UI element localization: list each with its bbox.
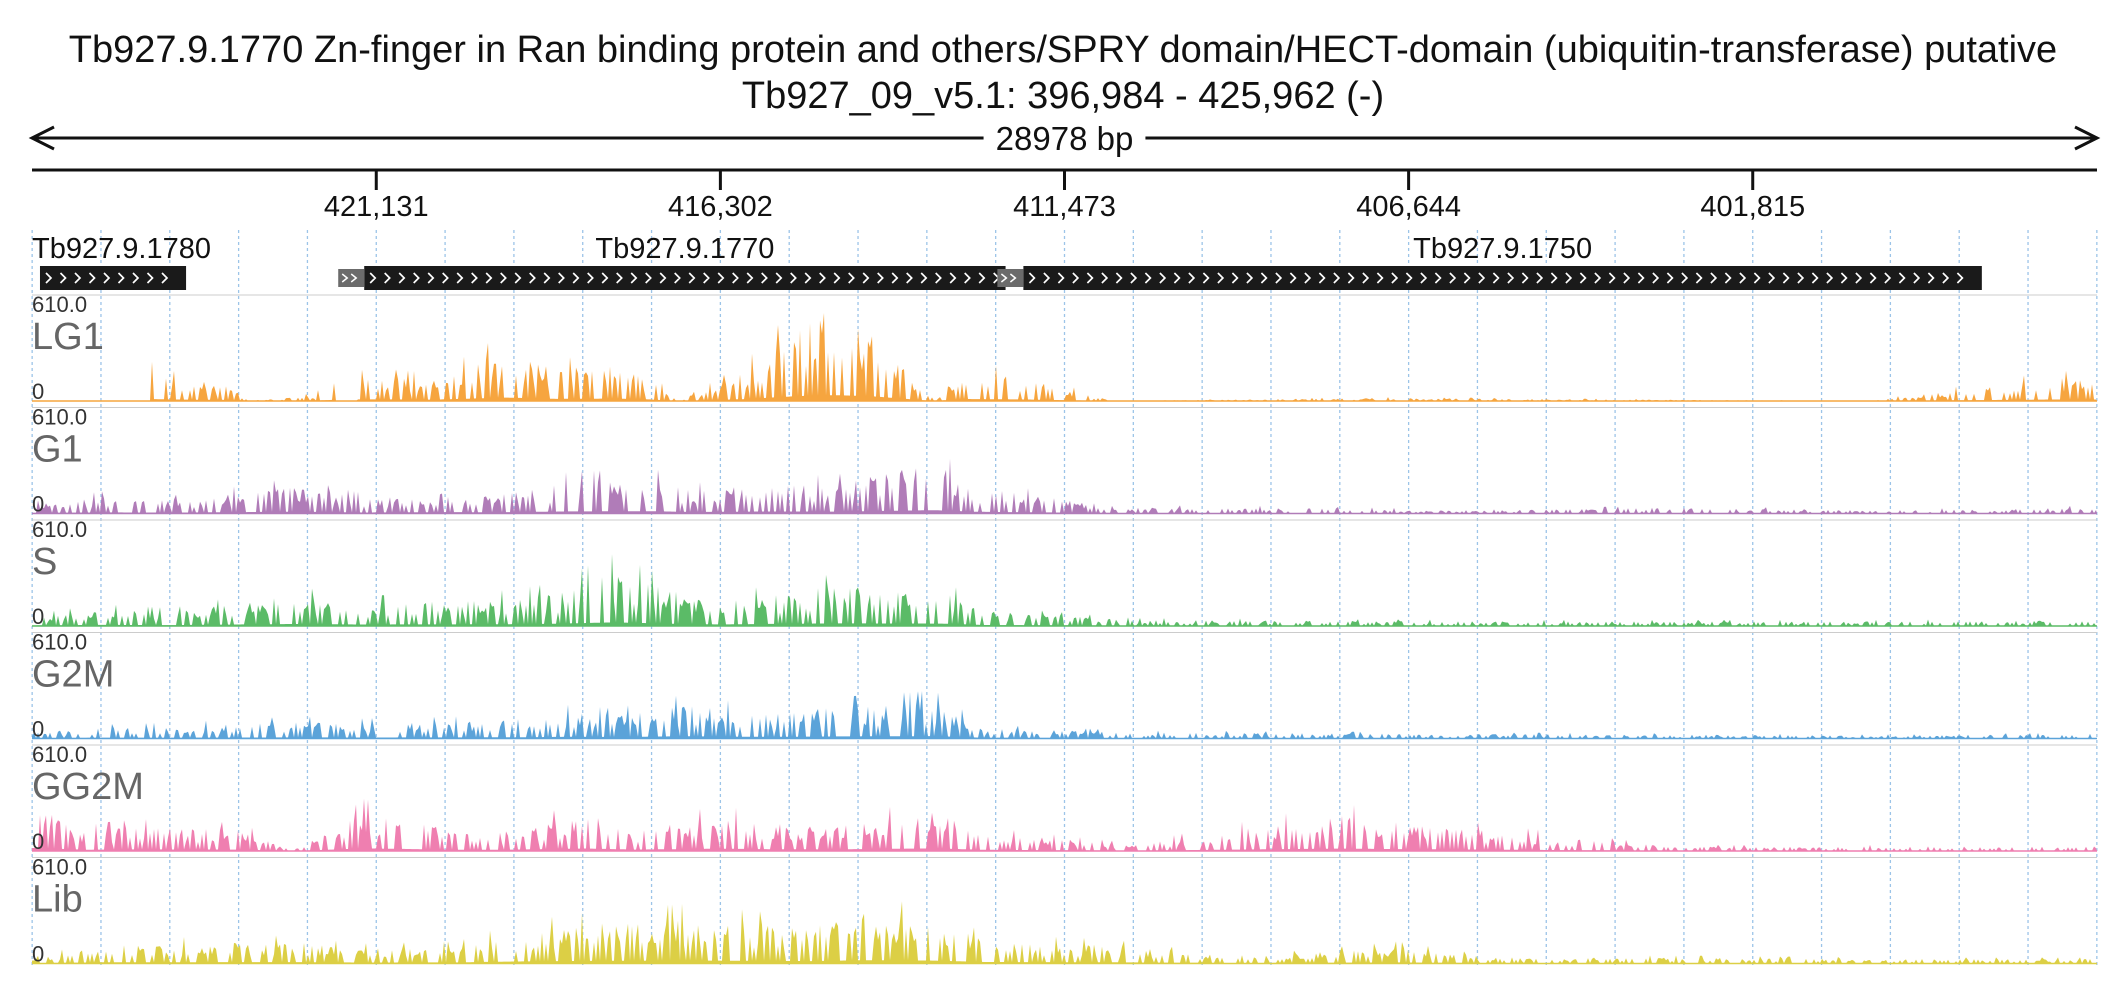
track-name: GG2M xyxy=(32,766,144,808)
track-max-label: 610.0 xyxy=(32,630,87,655)
axis-tick-label: 406,644 xyxy=(1356,191,1461,223)
span-arrowhead-left xyxy=(28,125,55,151)
span-indicator: 28978 bp xyxy=(28,118,2101,157)
strand-arrows xyxy=(45,272,169,284)
track-name: G1 xyxy=(32,429,83,471)
gene-label: Tb927.9.1750 xyxy=(1413,233,1592,265)
gene-label: Tb927.9.1770 xyxy=(595,233,774,265)
axis-tick-label: 421,131 xyxy=(324,191,429,223)
track-name: Lib xyxy=(32,879,83,921)
utr-feature xyxy=(997,269,1024,287)
gene-model[interactable] xyxy=(364,266,1006,290)
track-max-label: 610.0 xyxy=(32,405,87,430)
gene-title: Tb927.9.1770 Zn-finger in Ran binding pr… xyxy=(69,29,2057,71)
track-min-label: 0 xyxy=(32,717,44,742)
span-label: 28978 bp xyxy=(996,120,1134,157)
track-name: G2M xyxy=(32,654,114,696)
gridlines xyxy=(31,230,2098,965)
coordinate-axis: 421,131 416,302 411,473 406,644 401,815 xyxy=(32,168,2097,223)
track-s: 610.0S 0 xyxy=(32,517,2097,629)
gene-track: Tb927.9.1780 Tb927.9.1770 Tb927.9.1750 xyxy=(32,233,1982,290)
coverage-area xyxy=(32,901,2097,964)
gene-model[interactable] xyxy=(1023,266,1982,290)
coverage-area xyxy=(32,458,2097,514)
axis-tick-label: 401,815 xyxy=(1700,191,1805,223)
gene-label: Tb927.9.1780 xyxy=(32,233,211,265)
span-label-background xyxy=(983,118,1146,156)
track-name: LG1 xyxy=(32,316,104,358)
coverage-area xyxy=(32,798,2097,851)
track-max-label: 610.0 xyxy=(32,742,87,767)
utr-arrows xyxy=(1000,273,1017,283)
track-name: S xyxy=(32,541,57,583)
gene-model[interactable] xyxy=(39,266,187,290)
coverage-area xyxy=(32,554,2097,626)
track-min-label: 0 xyxy=(32,942,44,967)
track-max-label: 610.0 xyxy=(32,855,87,880)
track-g1: 610.0G1 0 xyxy=(32,405,2097,517)
utr-feature xyxy=(338,269,365,287)
strand-arrows xyxy=(369,272,1000,284)
track-min-label: 0 xyxy=(32,829,44,854)
strand-arrows xyxy=(1028,272,1964,284)
track-max-label: 610.0 xyxy=(32,292,87,317)
track-min-label: 0 xyxy=(32,379,44,404)
coverage-tracks: 610.0LG10610.0G10610.0S0610.0G2M0610.0GG… xyxy=(32,292,2097,967)
span-arrowhead-right xyxy=(2074,125,2101,151)
locus-range: Tb927_09_v5.1: 396,984 - 425,962 (-) xyxy=(742,75,1384,117)
axis-tick-label: 416,302 xyxy=(668,191,773,223)
track-min-label: 0 xyxy=(32,604,44,629)
utr-arrows xyxy=(341,273,358,283)
track-min-label: 0 xyxy=(32,492,44,517)
track-max-label: 610.0 xyxy=(32,517,87,542)
axis-tick-label: 411,473 xyxy=(1013,191,1116,223)
